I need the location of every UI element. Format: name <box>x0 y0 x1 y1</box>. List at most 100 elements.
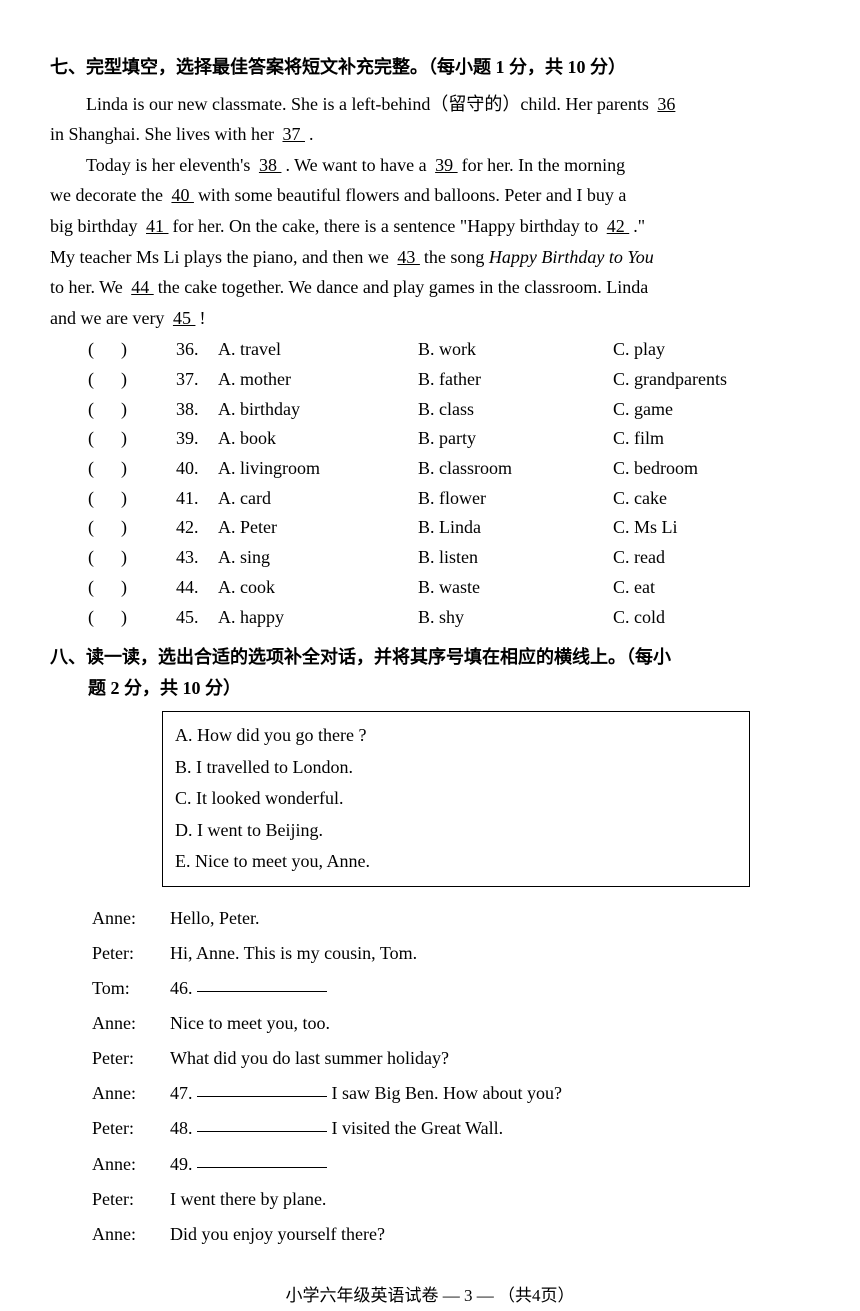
option-a[interactable]: A. sing <box>218 543 418 573</box>
dialogue-text: 46. <box>170 971 810 1006</box>
blank-38[interactable]: 38 <box>255 155 286 175</box>
dialogue-row: Peter:What did you do last summer holida… <box>92 1041 810 1076</box>
dialogue-row: Anne:Hello, Peter. <box>92 901 810 936</box>
answer-paren[interactable]: ( ) <box>88 424 176 454</box>
option-c[interactable]: C. bedroom <box>613 454 810 484</box>
dialogue-text: I went there by plane. <box>170 1182 810 1217</box>
option-c[interactable]: C. eat <box>613 573 810 603</box>
answer-paren[interactable]: ( ) <box>88 513 176 543</box>
section8-subtitle: 题 2 分，共 10 分） <box>50 673 810 704</box>
blank-42[interactable]: 42 <box>603 216 634 236</box>
song-title: Happy Birthday to You <box>489 247 654 267</box>
passage-text: in Shanghai. She lives with her <box>50 124 278 144</box>
question-row: ( )37.A. motherB. fatherC. grandparents <box>88 365 810 395</box>
question-row: ( )39.A. bookB. partyC. film <box>88 424 810 454</box>
option-b[interactable]: B. shy <box>418 603 613 633</box>
question-number: 45. <box>176 603 218 633</box>
option-a[interactable]: A. livingroom <box>218 454 418 484</box>
question-row: ( )38.A. birthdayB. classC. game <box>88 395 810 425</box>
speaker-label: Peter: <box>92 1041 170 1076</box>
blank-39[interactable]: 39 <box>431 155 462 175</box>
passage-text: the song <box>424 247 489 267</box>
option-b[interactable]: B. class <box>418 395 613 425</box>
speaker-label: Anne: <box>92 1217 170 1252</box>
passage-text: for her. On the cake, there is a sentenc… <box>173 216 603 236</box>
option-a[interactable]: A. book <box>218 424 418 454</box>
blank-45[interactable]: 45 <box>169 308 200 328</box>
option-a[interactable]: A. Peter <box>218 513 418 543</box>
option-c[interactable]: C. cake <box>613 484 810 514</box>
option-b[interactable]: B. Linda <box>418 513 613 543</box>
answer-paren[interactable]: ( ) <box>88 335 176 365</box>
speaker-label: Peter: <box>92 936 170 971</box>
option-c[interactable]: C. grandparents <box>613 365 810 395</box>
passage-text: Linda is our new classmate. She is a lef… <box>86 94 653 114</box>
passage-text: . We want to have a <box>285 155 431 175</box>
blank-37[interactable]: 37 <box>278 124 309 144</box>
dialogue-row: Anne:Nice to meet you, too. <box>92 1006 810 1041</box>
answer-paren[interactable]: ( ) <box>88 603 176 633</box>
section8-title: 八、读一读，选出合适的选项补全对话，并将其序号填在相应的横线上。（每小 <box>50 642 810 673</box>
question-number: 36. <box>176 335 218 365</box>
dialogue-row: Tom:46. <box>92 971 810 1006</box>
dialogue-blank[interactable] <box>197 1131 327 1132</box>
option-a[interactable]: A. happy <box>218 603 418 633</box>
speaker-label: Anne: <box>92 1076 170 1111</box>
option-a[interactable]: A. card <box>218 484 418 514</box>
option-b[interactable]: B. work <box>418 335 613 365</box>
speaker-label: Anne: <box>92 901 170 936</box>
dialogue-row: Anne:49. <box>92 1147 810 1182</box>
dialogue-blank[interactable] <box>197 991 327 992</box>
dialogue-blank[interactable] <box>197 1167 327 1168</box>
option-b[interactable]: B. listen <box>418 543 613 573</box>
option-b[interactable]: B. flower <box>418 484 613 514</box>
blank-43[interactable]: 43 <box>393 247 424 267</box>
dialogue-text: What did you do last summer holiday? <box>170 1041 810 1076</box>
question-number: 42. <box>176 513 218 543</box>
answer-paren[interactable]: ( ) <box>88 365 176 395</box>
passage-text: Today is her eleventh's <box>86 155 255 175</box>
answer-paren[interactable]: ( ) <box>88 454 176 484</box>
option-a[interactable]: A. birthday <box>218 395 418 425</box>
dialogue-text: Nice to meet you, too. <box>170 1006 810 1041</box>
answer-paren[interactable]: ( ) <box>88 543 176 573</box>
question-row: ( )41.A. cardB. flowerC. cake <box>88 484 810 514</box>
dialogue-text: Did you enjoy yourself there? <box>170 1217 810 1252</box>
dialogue-text: Hi, Anne. This is my cousin, Tom. <box>170 936 810 971</box>
option-c[interactable]: C. read <box>613 543 810 573</box>
option-a[interactable]: A. mother <box>218 365 418 395</box>
option-b[interactable]: B. waste <box>418 573 613 603</box>
passage-text: ." <box>633 216 645 236</box>
blank-44[interactable]: 44 <box>127 277 158 297</box>
dialogue-text: 47. I saw Big Ben. How about you? <box>170 1076 810 1111</box>
passage-text: to her. We <box>50 277 127 297</box>
dialogue-blank[interactable] <box>197 1096 327 1097</box>
option-item: D. I went to Beijing. <box>175 815 737 847</box>
blank-41[interactable]: 41 <box>142 216 173 236</box>
answer-paren[interactable]: ( ) <box>88 395 176 425</box>
option-b[interactable]: B. party <box>418 424 613 454</box>
dialogue-text: 49. <box>170 1147 810 1182</box>
option-b[interactable]: B. classroom <box>418 454 613 484</box>
speaker-label: Peter: <box>92 1182 170 1217</box>
option-c[interactable]: C. play <box>613 335 810 365</box>
option-c[interactable]: C. game <box>613 395 810 425</box>
blank-36[interactable]: 36 <box>653 94 679 114</box>
answer-paren[interactable]: ( ) <box>88 573 176 603</box>
question-number: 39. <box>176 424 218 454</box>
dialogue-row: Peter:I went there by plane. <box>92 1182 810 1217</box>
passage-text: . <box>309 124 314 144</box>
option-a[interactable]: A. travel <box>218 335 418 365</box>
dialogue-row: Anne:47. I saw Big Ben. How about you? <box>92 1076 810 1111</box>
passage-text: My teacher Ms Li plays the piano, and th… <box>50 247 393 267</box>
option-c[interactable]: C. Ms Li <box>613 513 810 543</box>
option-a[interactable]: A. cook <box>218 573 418 603</box>
option-b[interactable]: B. father <box>418 365 613 395</box>
option-c[interactable]: C. film <box>613 424 810 454</box>
answer-paren[interactable]: ( ) <box>88 484 176 514</box>
option-c[interactable]: C. cold <box>613 603 810 633</box>
passage-text: and we are very <box>50 308 169 328</box>
blank-40[interactable]: 40 <box>167 185 198 205</box>
page-footer: 小学六年级英语试卷 — 3 — （共4页） <box>50 1282 810 1311</box>
dialogue-row: Peter:48. I visited the Great Wall. <box>92 1111 810 1146</box>
